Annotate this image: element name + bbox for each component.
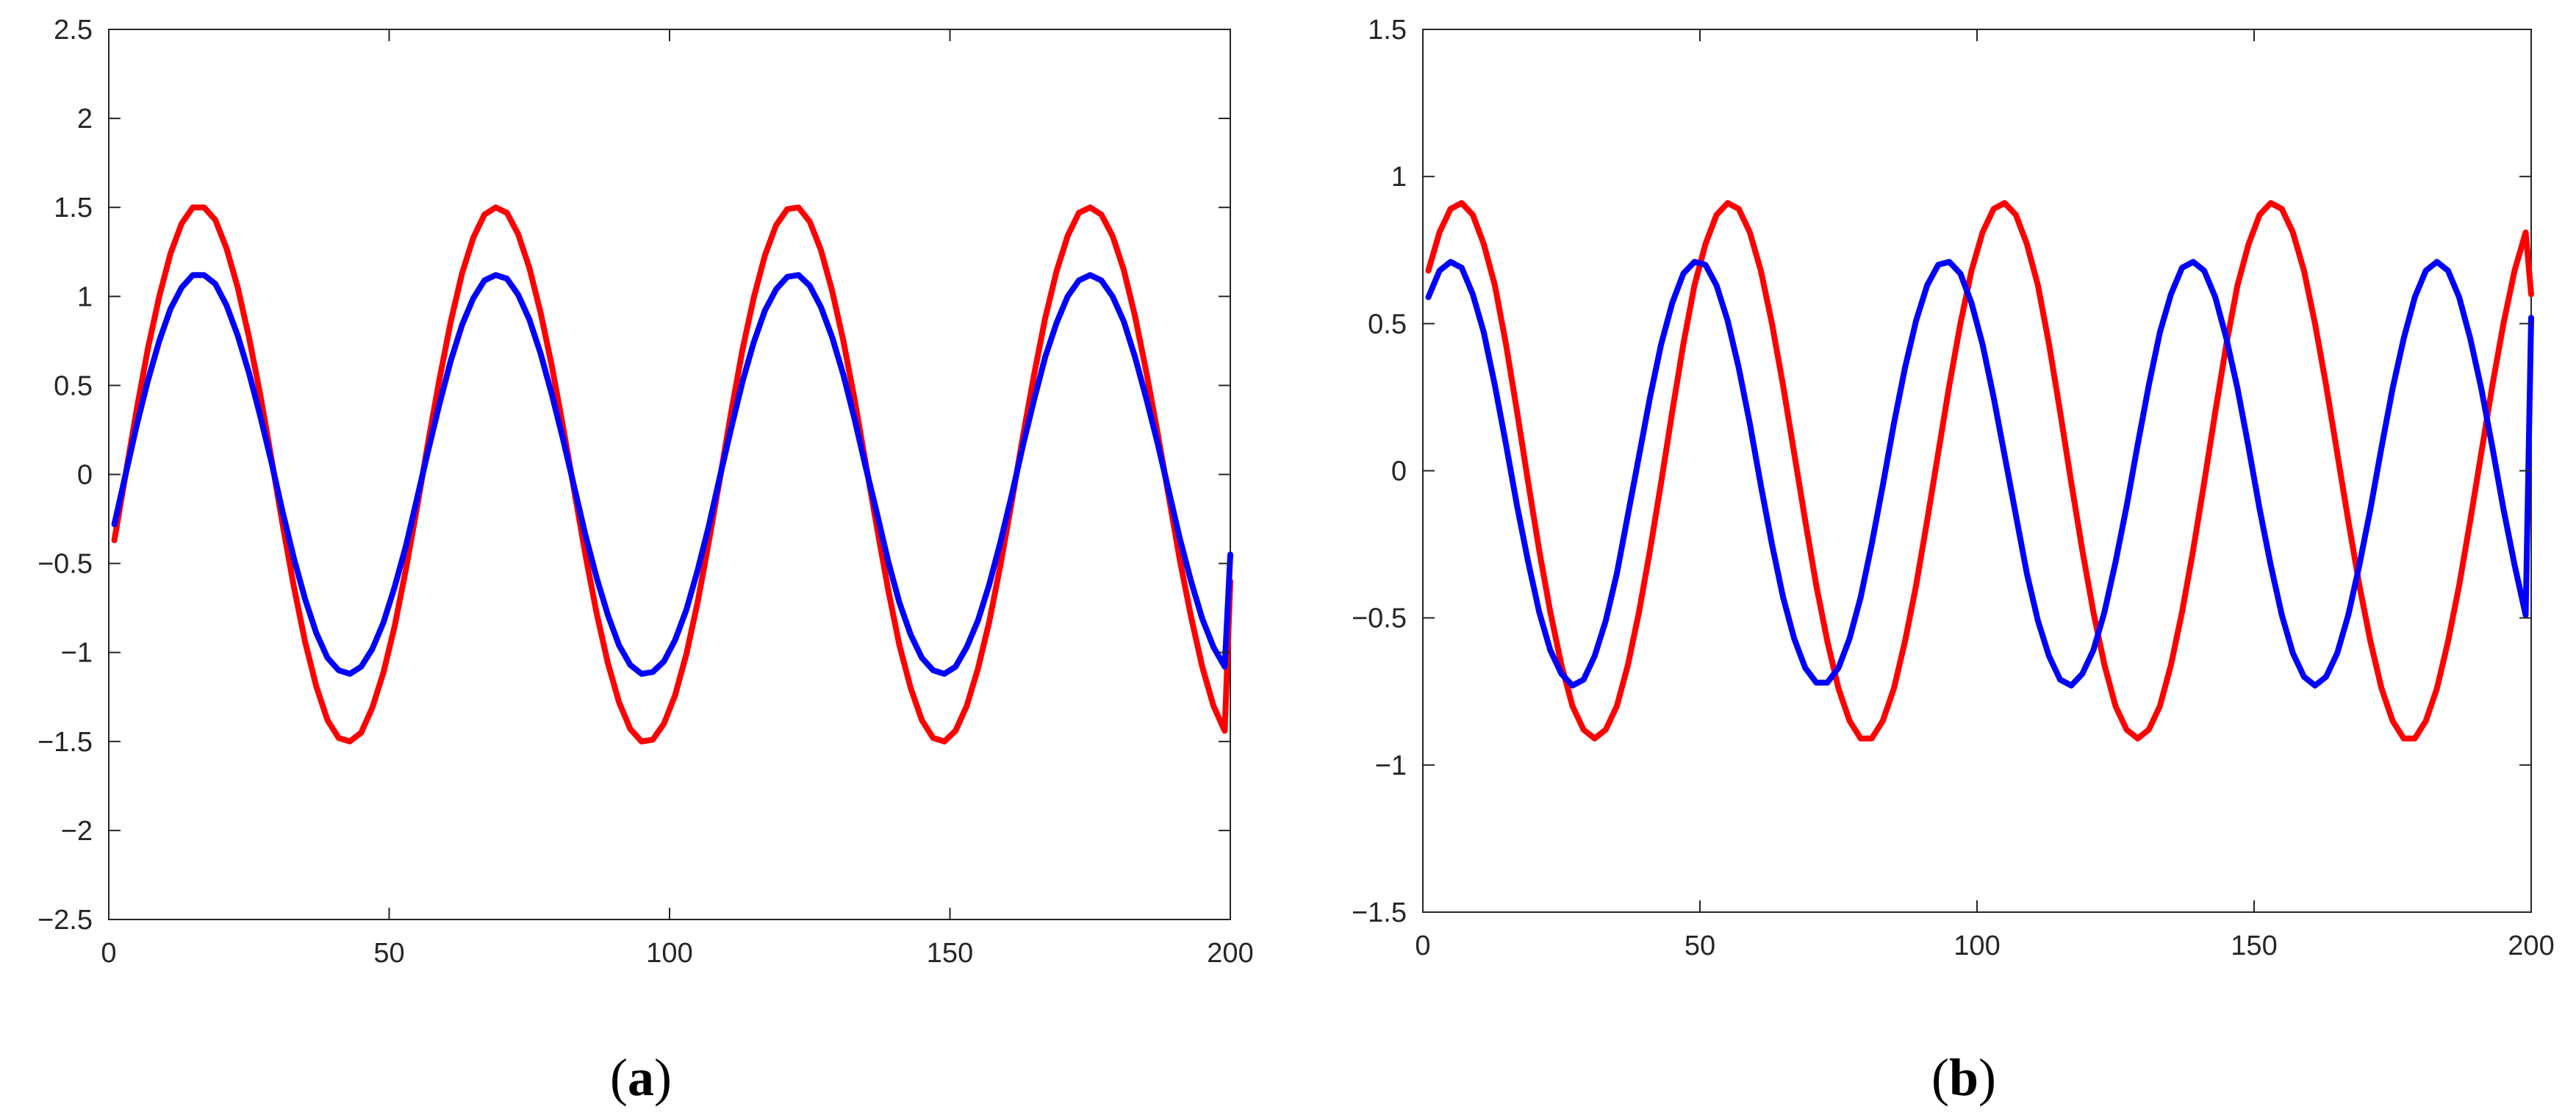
x-tick-label: 50 (373, 938, 404, 969)
y-tick-label: −1 (1375, 750, 1407, 781)
series-line-2 (111, 272, 1233, 677)
x-tick-label: 50 (1685, 931, 1715, 961)
x-tick-label: 100 (646, 938, 692, 969)
series-line-1 (111, 204, 1233, 745)
y-tick-label: 1 (77, 282, 93, 312)
y-tick-label: 0.5 (1368, 309, 1407, 340)
y-tick-label: −2.5 (37, 905, 93, 936)
y-tick-label: 1.5 (1368, 15, 1407, 46)
y-tick-label: 2 (77, 104, 93, 135)
series-line-1 (1425, 200, 2534, 742)
y-tick-label: 2.5 (54, 15, 93, 46)
panel-caption: (b) (1931, 1048, 1996, 1107)
y-tick-label: 1.5 (54, 193, 93, 223)
x-tick-label: 0 (1415, 931, 1430, 961)
y-tick-label: −1 (61, 638, 93, 669)
plot-area (108, 29, 1231, 920)
y-tick-label: −0.5 (1352, 603, 1407, 634)
y-tick-label: 0.5 (54, 370, 93, 401)
x-tick-label: 0 (101, 938, 116, 969)
series-line-2 (1425, 259, 2534, 689)
panel-caption: (a) (610, 1048, 672, 1107)
y-tick-label: 0 (1391, 456, 1407, 487)
y-tick-label: −0.5 (37, 549, 93, 580)
x-tick-label: 200 (1207, 938, 1253, 969)
x-tick-label: 150 (927, 938, 973, 969)
plot-area (1422, 29, 2532, 913)
y-tick-label: 0 (77, 460, 93, 491)
x-tick-label: 150 (2231, 931, 2277, 961)
x-tick-label: 200 (2508, 931, 2554, 961)
y-tick-label: −2 (61, 816, 93, 847)
y-tick-label: −1.5 (37, 727, 93, 758)
panel-a: 0 50 100 150 200 2.5 2 1.5 1 0.5 0 −0.5 −1 −1.5 −2 −2.5… (37, 15, 1254, 1107)
x-tick-label: 100 (1953, 931, 2000, 961)
y-tick-label: 1 (1391, 162, 1407, 193)
y-tick-label: −1.5 (1352, 897, 1407, 928)
panel-b: 0 50 100 150 200 1.5 1 0.5 0 −0.5 −1 −1.5 (b) (1352, 15, 2555, 1107)
